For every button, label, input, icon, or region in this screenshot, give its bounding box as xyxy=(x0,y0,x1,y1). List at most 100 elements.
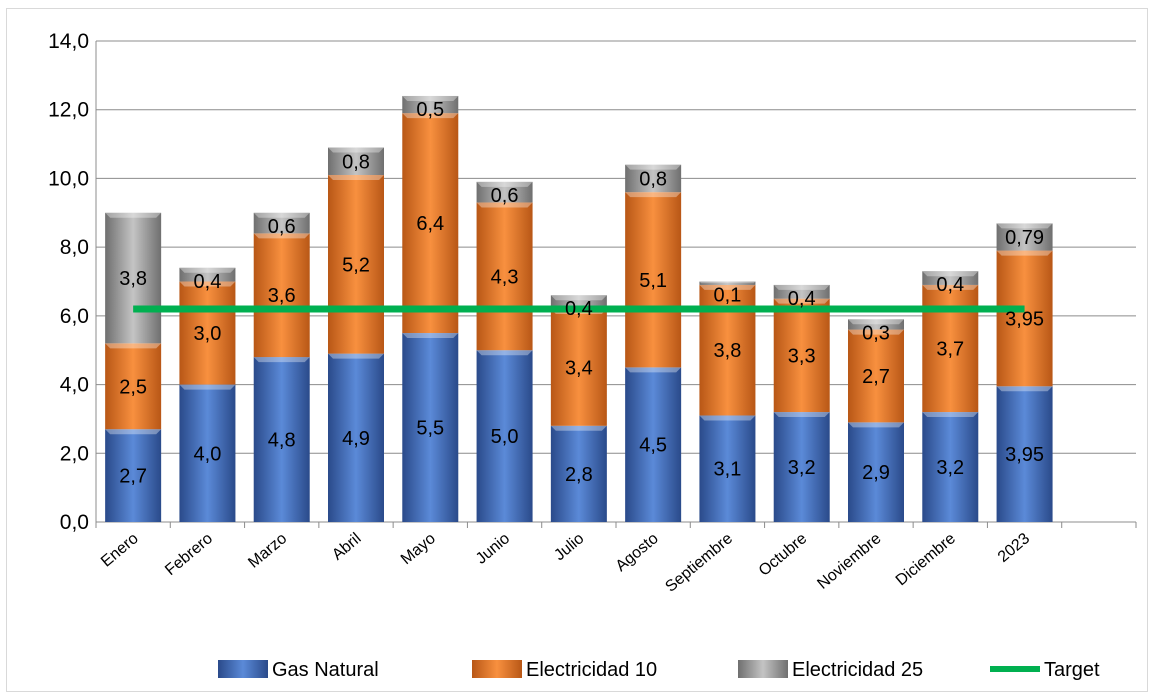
bar-bevel xyxy=(996,250,1053,256)
data-label: 2,7 xyxy=(862,366,890,388)
bar-bevel xyxy=(179,267,236,273)
y-tick-label: 0,0 xyxy=(60,511,89,534)
data-label: 2,5 xyxy=(119,376,147,398)
legend-label: Target xyxy=(1044,659,1100,681)
data-label: 0,79 xyxy=(1005,227,1044,249)
data-label: 4,8 xyxy=(268,430,296,452)
data-label: 3,7 xyxy=(936,338,964,360)
bar-electricidad-10 xyxy=(773,298,830,413)
data-label: 0,5 xyxy=(416,99,444,121)
bar-bevel xyxy=(848,329,904,335)
bar-electricidad-10 xyxy=(253,233,310,358)
data-label: 5,0 xyxy=(491,426,519,448)
data-label: 3,0 xyxy=(194,323,222,345)
y-tick-label: 14,0 xyxy=(48,30,89,53)
bar-gas-natural xyxy=(922,412,979,522)
bar-electricidad-10 xyxy=(848,329,904,423)
data-label: 0,6 xyxy=(268,216,296,238)
bar-bevel xyxy=(625,367,682,373)
bar-bevel xyxy=(328,353,384,359)
bar-bevel xyxy=(922,271,979,277)
legend-label: Electricidad 10 xyxy=(526,659,657,681)
data-label: 3,4 xyxy=(565,357,593,379)
bar-bevel xyxy=(105,343,162,349)
bar-bevel xyxy=(476,350,533,356)
bar-gas-natural xyxy=(105,429,162,522)
bar-bevel xyxy=(105,429,162,435)
bar-bevel xyxy=(996,386,1053,392)
legend-swatch xyxy=(738,660,788,678)
bar-bevel xyxy=(699,281,756,284)
bar-electricidad-25 xyxy=(253,212,310,234)
bar-gas-natural xyxy=(402,333,459,522)
bar-electricidad-25 xyxy=(179,267,236,282)
bar-electricidad-10 xyxy=(476,202,533,351)
bar-electricidad-10 xyxy=(179,281,236,385)
data-label: 0,8 xyxy=(342,151,370,173)
bar-bevel xyxy=(550,425,607,431)
bar-electricidad-10 xyxy=(328,174,384,354)
data-label: 2,8 xyxy=(565,464,593,486)
bar-bevel xyxy=(476,181,533,187)
legend: Gas Natural Electricidad 10 Electricidad 2… xyxy=(218,659,1100,681)
legend-swatch xyxy=(218,660,268,678)
data-label: 0,4 xyxy=(194,271,222,293)
bar-bevel xyxy=(550,295,607,301)
bar-electricidad-25 xyxy=(625,164,682,193)
bar-bevel xyxy=(922,284,979,290)
bar-electricidad-10 xyxy=(402,113,459,334)
bar-bevel xyxy=(328,174,384,180)
bar-gas-natural xyxy=(253,357,310,522)
bar-bevel xyxy=(253,357,310,363)
bar-electricidad-25 xyxy=(105,212,162,344)
data-label: 2,9 xyxy=(862,462,890,484)
data-label: 3,8 xyxy=(714,340,742,362)
data-label: 3,1 xyxy=(714,459,742,481)
bar-gas-natural xyxy=(625,367,682,522)
bar-electricidad-25 xyxy=(328,147,384,175)
bar-electricidad-25 xyxy=(773,284,830,299)
data-label: 3,2 xyxy=(936,457,964,479)
data-label: 0,4 xyxy=(936,274,964,296)
data-labels: 2,7 2,5 3,8 4,0 3,0 0,4 4,8 3,6 0,6 4,9 5,2 0,8 5,5 6… xyxy=(119,99,1044,488)
data-label: 3,2 xyxy=(788,457,816,479)
bar-electricidad-25 xyxy=(922,271,979,285)
bar-bevel xyxy=(105,212,162,218)
bar-bevel xyxy=(699,415,756,421)
bar-bevel xyxy=(848,422,904,428)
y-tick-label: 12,0 xyxy=(48,99,89,122)
bar-gas-natural xyxy=(773,412,830,522)
bar-bevel xyxy=(179,384,236,390)
bar-bevel xyxy=(699,284,756,290)
data-label: 3,8 xyxy=(119,268,147,290)
data-label: 0,6 xyxy=(491,185,519,207)
data-label: 0,8 xyxy=(639,168,667,190)
data-label: 4,5 xyxy=(639,435,667,457)
data-label: 4,3 xyxy=(491,266,519,288)
bar-bevel xyxy=(179,281,236,287)
bar-electricidad-10 xyxy=(625,192,682,368)
bar-bevel xyxy=(402,95,459,101)
data-label: 3,6 xyxy=(268,285,296,307)
bar-bevel xyxy=(402,113,459,119)
bar-electricidad-25 xyxy=(996,223,1053,251)
data-label: 5,2 xyxy=(342,254,370,276)
y-tick-label: 6,0 xyxy=(60,305,89,328)
y-axis-ticks: 0,0 2,0 4,0 6,0 8,0 10,0 12,0 14,0 xyxy=(48,30,89,534)
bar-bevel xyxy=(253,212,310,218)
data-label: 2,7 xyxy=(119,466,147,488)
bar-bevel xyxy=(476,202,533,208)
bar-electricidad-25 xyxy=(699,281,756,285)
bar-bevel xyxy=(625,164,682,170)
bar-electricidad-25 xyxy=(476,181,533,203)
bar-gas-natural xyxy=(550,425,607,522)
data-label: 5,1 xyxy=(639,270,667,292)
data-label: 3,3 xyxy=(788,345,816,367)
data-label: 5,5 xyxy=(416,418,444,440)
data-label: 6,4 xyxy=(416,213,444,235)
legend-label: Gas Natural xyxy=(272,659,379,681)
bar-bevel xyxy=(402,333,459,339)
y-tick-label: 8,0 xyxy=(60,236,89,259)
bar-electricidad-10 xyxy=(550,308,607,426)
